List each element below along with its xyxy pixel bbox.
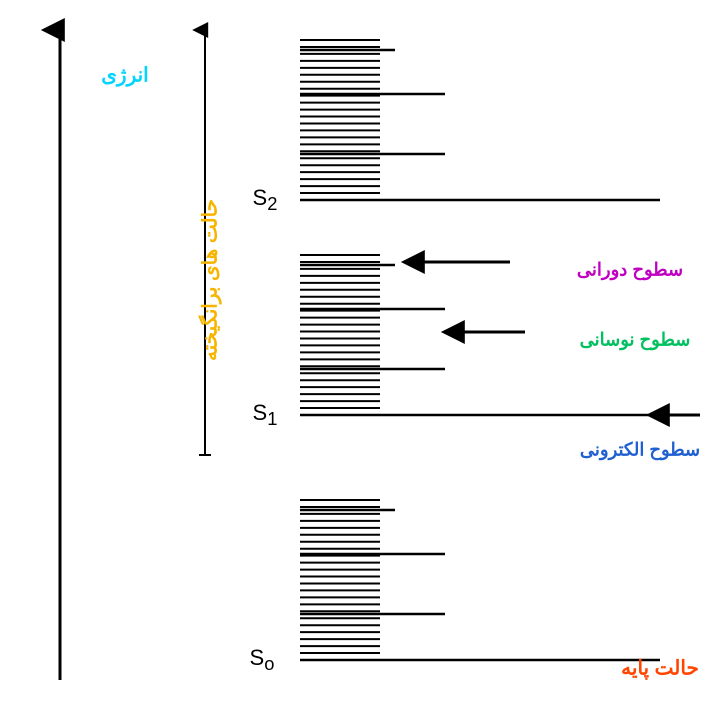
s2-label: S2 <box>253 185 278 215</box>
excited-states-label: حالت های برانگیخته <box>198 199 223 361</box>
vibrational-label: سطوح نوسانی <box>580 330 691 351</box>
energy-label: انرژی <box>101 63 148 88</box>
s1-label: S1 <box>253 400 278 430</box>
rotational-label: سطوح دورانی <box>577 260 683 281</box>
diagram-canvas: انرژی حالت های برانگیخته سطوح دورانی سطو… <box>0 0 719 719</box>
electronic-label: سطوح الکترونی <box>580 440 700 461</box>
diagram-svg <box>0 0 719 719</box>
s0-label: So <box>250 645 275 675</box>
ground-state-label: حالت پایه <box>621 656 699 681</box>
